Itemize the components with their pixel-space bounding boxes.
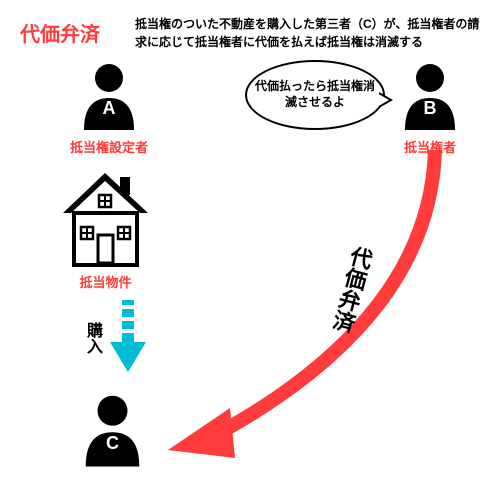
buy-arrow-block: 購入 — [80, 300, 148, 375]
diagram-title: 代価弁済 — [20, 18, 100, 47]
person-icon: C — [75, 390, 150, 473]
person-icon: B — [395, 60, 465, 135]
house-block: 抵当物件 — [58, 165, 153, 291]
buy-arrow-label: 購入 — [80, 322, 104, 354]
person-a-letter: A — [103, 98, 116, 119]
person-c: C — [75, 390, 150, 473]
person-icon: A — [74, 60, 144, 135]
speech-bubble-text: 代価払ったら抵当権消滅させるよ — [255, 79, 375, 110]
big-arrow-icon — [150, 140, 480, 480]
person-c-letter: C — [106, 433, 119, 454]
house-icon — [58, 165, 153, 270]
person-b-caption: 抵当権者 — [404, 137, 456, 156]
person-a: A 抵当権設定者 — [70, 60, 148, 156]
person-b-letter: B — [424, 98, 437, 119]
buy-arrow-icon — [108, 300, 148, 375]
speech-bubble: 代価払ったら抵当権消滅させるよ — [245, 60, 385, 130]
big-arrow-label: 代価弁済 — [324, 242, 378, 335]
house-caption: 抵当物件 — [79, 272, 131, 291]
person-b: B 抵当権者 — [395, 60, 465, 156]
person-a-caption: 抵当権設定者 — [70, 137, 148, 156]
diagram-description: 抵当権のついた不動産を購入した第三者（C）が、抵当権者の請求に応じて抵当権者に代… — [135, 15, 485, 51]
